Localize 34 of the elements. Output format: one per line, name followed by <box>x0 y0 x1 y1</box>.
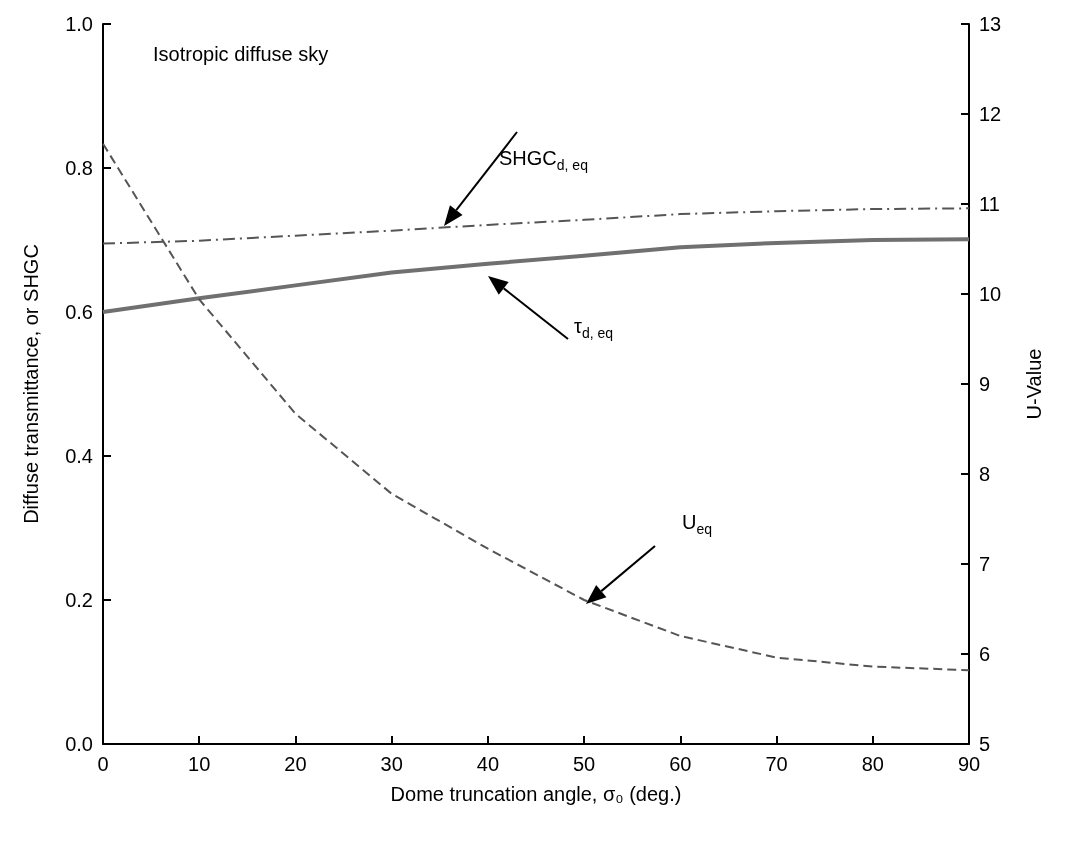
x-tick-label: 90 <box>957 753 981 775</box>
y2-tick-label: 7 <box>979 553 991 575</box>
annotation: U$_{eq}$ <box>682 511 713 537</box>
y2-tick-label: 12 <box>979 103 1002 125</box>
x-tick-label: 60 <box>669 753 692 775</box>
annotation: SHGC$_{d, eq}$ <box>499 147 588 173</box>
x-tick-label: 10 <box>188 753 211 775</box>
line-series <box>101 237 971 314</box>
y2-tick-label: 11 <box>979 193 1000 215</box>
x-tick-label: 80 <box>861 753 884 775</box>
y2-tick-label: 13 <box>979 13 1002 35</box>
y2-tick-label: 10 <box>979 283 1002 305</box>
y-tick-label: 0.8 <box>65 157 93 179</box>
x-tick-label: 30 <box>380 753 403 775</box>
y2-tick-label: 6 <box>979 643 991 665</box>
annotation: τ$_{d, eq}$ <box>574 315 614 341</box>
x-tick-label: 50 <box>572 753 596 775</box>
y-tick-label: 0.0 <box>65 733 93 755</box>
x-tick-label: 70 <box>765 753 788 775</box>
x-tick-label: 0 <box>97 753 109 775</box>
y2-axis-title: U-Value <box>1023 348 1045 420</box>
y-tick-label: 0.4 <box>65 445 93 467</box>
annotation: Isotropic diffuse sky <box>153 43 329 65</box>
x-tick-label: 40 <box>476 753 500 775</box>
x-tick-label: 20 <box>284 753 307 775</box>
x-axis-title: Dome truncation angle, σ₀ (deg.) <box>390 783 682 805</box>
line-series <box>102 142 970 672</box>
y2-tick-label: 8 <box>979 463 991 485</box>
y-tick-label: 0.2 <box>65 589 93 611</box>
y-axis-title: Diffuse transmittance, or SHGC <box>20 244 42 524</box>
y-tick-label: 1.0 <box>65 13 93 35</box>
y-tick-label: 0.6 <box>65 301 93 323</box>
y2-tick-label: 5 <box>979 733 991 755</box>
y2-tick-label: 9 <box>979 373 991 395</box>
